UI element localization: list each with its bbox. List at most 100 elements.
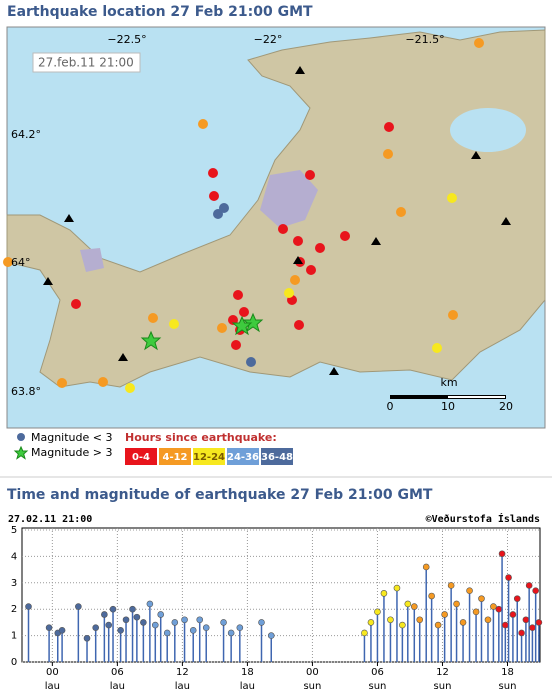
quake-dot [148, 313, 158, 323]
marker [227, 629, 235, 637]
x-tick-label: 12 [176, 667, 189, 678]
scale-label: 10 [441, 400, 455, 413]
marker [75, 603, 82, 610]
quake-dot [474, 38, 484, 48]
marker [404, 600, 412, 608]
hours-swatch [227, 448, 259, 465]
quake-star [140, 330, 162, 351]
day-label: lau [110, 681, 125, 692]
marker [387, 616, 394, 624]
marker [410, 603, 418, 610]
x-tick-label: 06 [111, 667, 124, 678]
plot-frame [21, 527, 541, 663]
marker [361, 629, 368, 637]
lava [260, 170, 318, 228]
x-tick-label: 18 [501, 667, 514, 678]
station [329, 367, 339, 375]
stations [43, 66, 511, 375]
y-tick-label: 2 [11, 604, 17, 615]
quake-dot [340, 231, 350, 241]
marker [163, 629, 171, 637]
marker [133, 613, 141, 621]
marker [220, 619, 227, 626]
marker [189, 627, 197, 634]
quake-dot [239, 307, 249, 317]
hours-label: 12-24 [193, 452, 225, 463]
marker [529, 624, 536, 631]
legend-star [13, 445, 29, 460]
quake-dot [315, 243, 325, 253]
quake-dot [209, 191, 219, 201]
hours-swatch [159, 448, 191, 465]
quake-dot [447, 193, 457, 203]
marker [428, 592, 435, 600]
hours-label: 0-4 [132, 452, 150, 463]
map-legend: Magnitude < 3 Magnitude > 3 Hours since … [13, 431, 293, 465]
marker [267, 632, 275, 639]
quakes [3, 38, 484, 393]
marker [495, 605, 503, 613]
marker [171, 619, 179, 626]
station [371, 237, 381, 245]
station [293, 256, 303, 264]
marker [122, 616, 130, 624]
day-label: lau [45, 681, 60, 692]
lake [450, 108, 526, 152]
marker [380, 590, 388, 597]
quake-dot [71, 299, 81, 309]
quake-dot [198, 119, 208, 129]
station [43, 277, 53, 285]
day-label: lau [240, 681, 255, 692]
quake-dot [57, 378, 67, 388]
map-title: Earthquake location 27 Feb 21:00 GMT [7, 4, 313, 20]
marker [434, 621, 442, 629]
marker [157, 611, 165, 618]
marker [522, 616, 530, 624]
marker [416, 616, 424, 624]
marker [374, 608, 381, 616]
lat-label: 63.8° [11, 385, 41, 398]
lava [80, 248, 104, 272]
marker [498, 550, 506, 558]
marker [92, 624, 99, 631]
quake-dot [306, 265, 316, 275]
quake-dot [231, 340, 241, 350]
map: 27.feb.11 21:00 −22.5° −22° −21.5° 64.2°… [3, 26, 546, 429]
quake-dot [294, 320, 304, 330]
marker [146, 600, 154, 608]
plot: 01234500lau06lau12lau18lau00sun06sun12su… [11, 525, 543, 692]
day-label: lau [175, 681, 190, 692]
scale-unit: km [440, 376, 457, 389]
marker [399, 621, 406, 629]
quake-dot [98, 377, 108, 387]
quake-dot [448, 310, 458, 320]
marker [83, 634, 91, 642]
marker [196, 616, 204, 624]
lat-label: 64° [11, 256, 31, 269]
credit: ©Veðurstofa Íslands [426, 512, 540, 525]
lon-label: −22.5° [107, 33, 146, 46]
day-label: sun [369, 681, 387, 692]
marker [484, 616, 492, 624]
marker [151, 621, 159, 629]
marker [535, 619, 543, 626]
quake-dot [217, 323, 227, 333]
quake-dot [290, 275, 300, 285]
quake-dot [383, 149, 393, 159]
x-tick-label: 06 [371, 667, 384, 678]
y-tick-label: 0 [11, 657, 17, 668]
quake-star [242, 312, 264, 333]
station [471, 151, 481, 159]
lon-label: −21.5° [405, 33, 444, 46]
x-tick-label: 00 [46, 667, 59, 678]
marker [509, 611, 517, 618]
station [501, 217, 511, 225]
scale-bar [448, 396, 505, 398]
day-label: sun [303, 681, 321, 692]
marker [202, 624, 210, 631]
quake-dot [396, 207, 406, 217]
y-tick-label: 3 [11, 578, 17, 589]
hours-swatch [193, 448, 225, 465]
marker [58, 627, 66, 634]
